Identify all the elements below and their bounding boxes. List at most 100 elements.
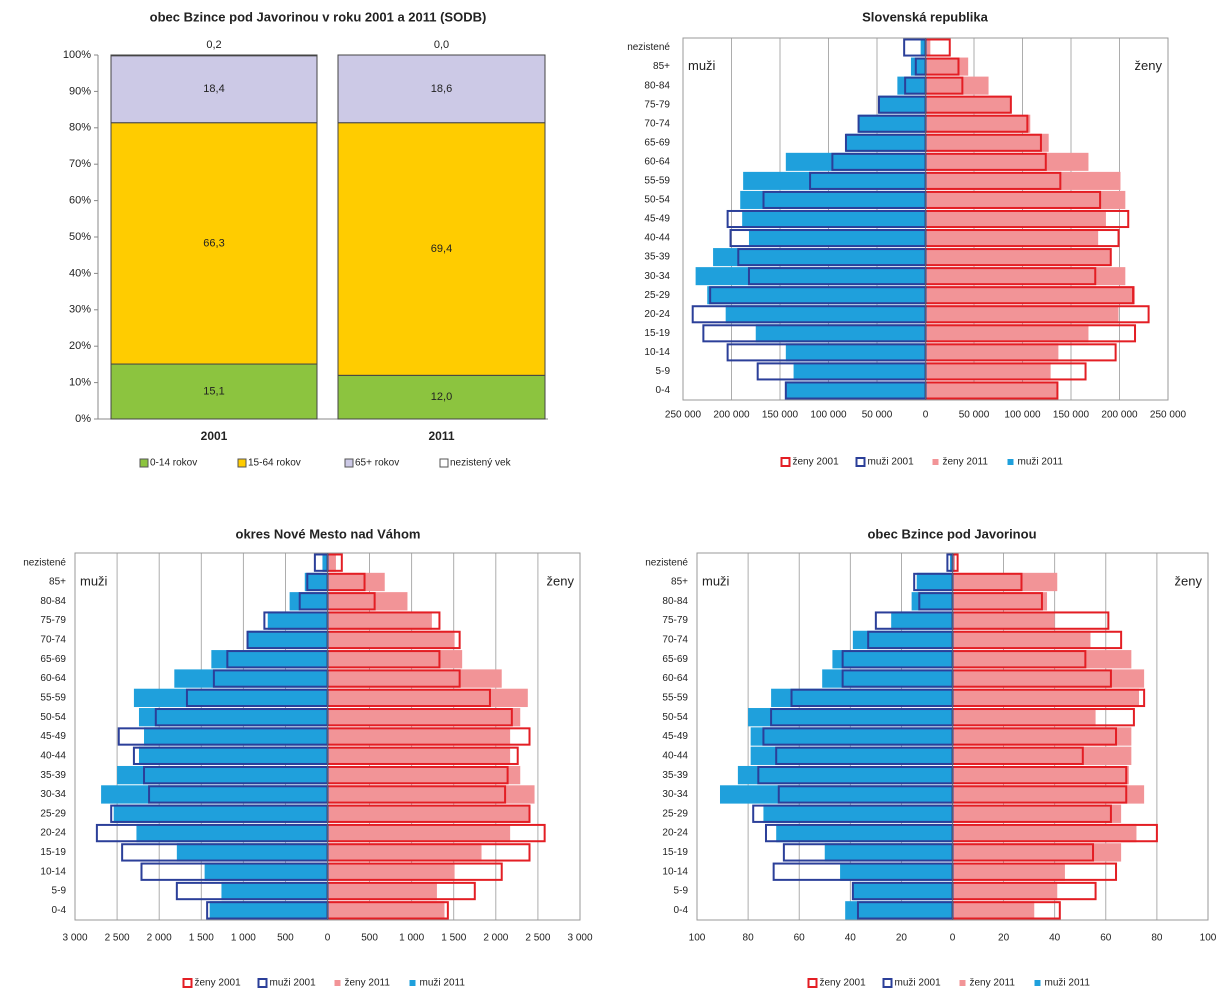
bar	[144, 727, 328, 746]
y-tick-label: 25-29	[644, 290, 670, 301]
bar	[952, 746, 1132, 765]
bar	[719, 785, 953, 804]
legend-swatch	[1034, 980, 1041, 986]
y-tick-label: 30-34	[40, 789, 66, 800]
value-label: 12,0	[431, 391, 452, 403]
x-tick-label: 50 000	[959, 410, 990, 421]
bar	[925, 229, 1099, 248]
legend-label: ženy 2011	[970, 978, 1016, 989]
bar	[952, 669, 1145, 688]
x-tick-label: 0	[923, 410, 929, 421]
y-tick-label: 70%	[69, 158, 91, 170]
bar	[327, 553, 336, 572]
bar	[845, 133, 926, 152]
bar	[952, 592, 1048, 611]
y-tick-label: 75-79	[662, 615, 688, 626]
bar	[748, 708, 953, 727]
x-tick-label: 500	[277, 933, 294, 944]
bar	[840, 862, 953, 881]
bar	[952, 823, 1137, 843]
y-tick-label: 40-44	[662, 750, 688, 761]
y-tick-label: 45-49	[644, 214, 670, 225]
y-tick-label: 20-24	[40, 828, 66, 839]
x-tick-label: 500	[361, 933, 378, 944]
bar	[824, 843, 953, 862]
legend-swatch	[932, 459, 939, 465]
bar	[911, 592, 953, 611]
y-tick-label: 5-9	[656, 366, 671, 377]
legend-label: muži 2001	[868, 457, 915, 468]
x-tick-label: 250 000	[1150, 410, 1187, 421]
y-tick-label: 65-69	[644, 137, 670, 148]
legend-label: muži 2011	[1018, 457, 1064, 468]
bar	[138, 746, 328, 765]
bar	[952, 708, 1096, 727]
bar	[327, 572, 385, 592]
bar	[304, 572, 328, 592]
bar	[925, 38, 931, 57]
legend-swatch	[1007, 459, 1014, 465]
bar	[897, 76, 926, 95]
bar	[327, 630, 455, 650]
bar	[925, 133, 1049, 152]
legend-swatch	[182, 978, 193, 988]
chart-title: Slovenská republika	[862, 9, 988, 24]
bar	[925, 95, 1011, 114]
bar	[327, 901, 445, 920]
bar	[785, 381, 926, 400]
bar	[113, 804, 328, 823]
legend-swatch	[237, 458, 247, 468]
y-tick-label: 0-4	[52, 905, 67, 916]
x-tick-label: 250 000	[665, 410, 702, 421]
bar	[327, 823, 511, 843]
legend-swatch	[959, 980, 966, 986]
bar	[101, 785, 328, 804]
bar	[925, 267, 1126, 286]
x-tick-label: 0	[325, 933, 331, 944]
bar	[878, 95, 926, 114]
y-tick-label: 15-19	[644, 328, 670, 339]
bar	[327, 746, 511, 765]
bar	[133, 688, 328, 708]
x-tick-label: 0	[950, 933, 956, 944]
bar	[138, 708, 328, 727]
legend-label: muži 2001	[895, 978, 942, 989]
y-tick-label: 85+	[49, 577, 66, 588]
x-tick-label: 100	[689, 933, 706, 944]
bar	[822, 669, 953, 688]
y-tick-label: 40%	[69, 267, 91, 279]
legend-swatch	[344, 458, 354, 468]
bar	[952, 650, 1132, 669]
x-tick-label: 2 500	[105, 933, 130, 944]
value-label: 0,0	[434, 39, 449, 51]
y-tick-label: 0-4	[674, 905, 689, 916]
y-tick-label: 50%	[69, 231, 91, 243]
y-tick-label: 70-74	[40, 635, 66, 646]
bar	[925, 343, 1059, 362]
y-tick-label: 100%	[63, 49, 91, 61]
x-tick-label: 1 000	[399, 933, 424, 944]
y-tick-label: 20%	[69, 340, 91, 352]
x-tick-label: 20	[896, 933, 908, 944]
bar	[949, 553, 953, 572]
x-tick-label: 80	[1151, 933, 1163, 944]
bar	[793, 362, 926, 381]
bar	[327, 611, 432, 630]
legend-swatch	[882, 978, 893, 988]
bar	[910, 57, 926, 76]
bar-segment	[110, 55, 318, 124]
bar	[952, 611, 1055, 630]
bar	[925, 114, 1031, 133]
bar	[952, 881, 1058, 901]
bar-segment	[337, 374, 546, 420]
annotation: ženy	[1175, 573, 1203, 588]
x-tick-label: 1 500	[189, 933, 214, 944]
legend-label: muži 2011	[420, 978, 466, 989]
y-tick-label: 10-14	[644, 347, 670, 358]
y-tick-label: 80-84	[644, 80, 670, 91]
y-tick-label: 65-69	[40, 654, 66, 665]
bar	[748, 229, 926, 248]
y-tick-label: 60-64	[40, 673, 66, 684]
bar	[852, 630, 953, 650]
x-tick-label: 80	[743, 933, 755, 944]
